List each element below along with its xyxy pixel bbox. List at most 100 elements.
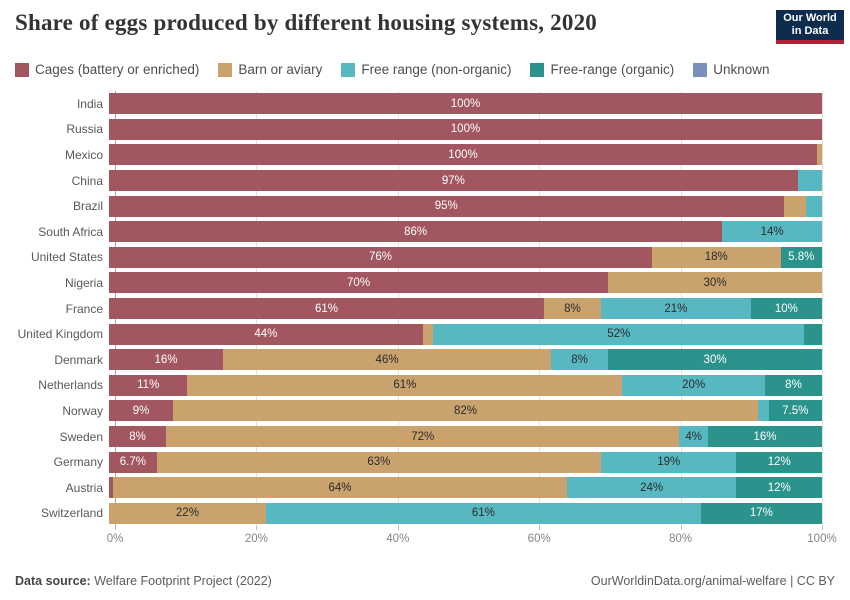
stacked-bar: 86% 14%: [109, 221, 822, 243]
bar-segment-cages[interactable]: 16%: [109, 349, 224, 371]
stacked-bar: 11% 61% 20% 8%: [109, 374, 823, 396]
bar-segment-cages[interactable]: 44%: [109, 323, 423, 345]
bar-segment-barn[interactable]: 64%: [113, 477, 567, 499]
bar-segment-organic[interactable]: 10%: [750, 298, 823, 320]
stacked-bar: 61% 8% 21% 10%: [109, 298, 823, 320]
legend-item-free_range[interactable]: Free range (non-organic): [341, 62, 511, 77]
data-source-label: Data source:: [15, 574, 91, 588]
bar-segment-free_range[interactable]: 8%: [551, 349, 609, 371]
bar-row: China 97%: [15, 168, 822, 194]
bar-rows: India 100% Russia 100% Mexico 100% China 97% Bra…: [15, 91, 823, 526]
bar-segment-organic[interactable]: 7.5%: [768, 400, 822, 422]
bar-segment-organic[interactable]: 17%: [700, 502, 822, 524]
owid-logo[interactable]: Our World in Data: [776, 10, 844, 44]
country-label: India: [76, 96, 103, 111]
legend-swatch-free_range: [341, 62, 356, 77]
bar-segment-cages[interactable]: 76%: [109, 246, 652, 268]
stacked-bar: 6.7% 63% 19% 12%: [109, 451, 822, 473]
bar-segment-organic[interactable]: 12%: [736, 451, 822, 473]
stacked-bar: 22% 61% 17%: [109, 502, 822, 524]
legend-item-organic[interactable]: Free-range (organic): [530, 62, 674, 77]
bar-row: Russia 100%: [15, 117, 822, 143]
bar-segment-barn[interactable]: 22%: [109, 502, 266, 524]
bar-row: South Africa 86% 14%: [15, 219, 822, 245]
bar-row: Brazil 95%: [15, 193, 822, 219]
bar-segment-cages[interactable]: 100%: [109, 118, 822, 140]
owid-logo-line2: in Data: [791, 25, 829, 37]
bar-segment-cages[interactable]: 100%: [109, 93, 822, 115]
x-tick-label: 40%: [386, 533, 410, 546]
bar-segment-free_range[interactable]: 21%: [600, 298, 751, 320]
stacked-bar: 9% 82% 7.5%: [109, 400, 822, 422]
bar-segment-cages[interactable]: 70%: [109, 272, 609, 294]
bar-segment-organic[interactable]: 12%: [736, 477, 822, 499]
bar-segment-barn[interactable]: 63%: [156, 451, 601, 473]
bar-segment-free_range[interactable]: 19%: [600, 451, 737, 473]
bar-segment-free_range[interactable]: [797, 170, 822, 192]
bar-segment-cages[interactable]: 97%: [109, 170, 798, 192]
country-label: Sweden: [59, 429, 103, 444]
legend-item-unknown[interactable]: Unknown: [693, 62, 770, 77]
country-label: Netherlands: [38, 378, 103, 393]
x-axis: 0% 20% 40% 60% 80% 100%: [107, 526, 837, 552]
bar-segment-cages[interactable]: 100%: [109, 144, 818, 166]
bar-segment-cages[interactable]: 95%: [109, 195, 784, 217]
bar-row: Sweden 8% 72% 4% 16%: [15, 424, 822, 450]
stacked-bar: 97%: [109, 170, 822, 192]
bar-segment-cages[interactable]: 61%: [109, 298, 544, 320]
country-label: South Africa: [38, 224, 103, 239]
bar-segment-barn[interactable]: 72%: [166, 426, 680, 448]
credit-link[interactable]: OurWorldinData.org/animal-welfare | CC B…: [590, 574, 835, 588]
bar-segment-organic[interactable]: 5.8%: [780, 246, 822, 268]
bar-segment-cages[interactable]: 8%: [109, 426, 167, 448]
country-label: Switzerland: [40, 506, 103, 521]
bar-segment-cages[interactable]: [109, 477, 114, 499]
bar-segment-barn[interactable]: [783, 195, 807, 217]
bar-segment-free_range[interactable]: 61%: [265, 502, 701, 524]
bar-segment-barn[interactable]: 61%: [187, 374, 623, 396]
x-tick: [680, 526, 682, 531]
country-label: United States: [30, 250, 103, 265]
stacked-bar: 76% 18% 5.8%: [109, 246, 822, 268]
x-tick: [539, 526, 541, 531]
country-label: China: [71, 173, 103, 188]
bar-segment-barn[interactable]: 82%: [173, 400, 758, 422]
footer: Data source: Welfare Footprint Project (…: [15, 574, 835, 588]
bar-segment-free_range[interactable]: 20%: [622, 374, 765, 396]
bar-segment-free_range[interactable]: [757, 400, 769, 422]
bar-segment-cages[interactable]: 6.7%: [109, 451, 157, 473]
bar-segment-barn[interactable]: 30%: [608, 272, 822, 294]
bar-segment-free_range[interactable]: 24%: [566, 477, 737, 499]
stacked-bar: 100%: [109, 93, 822, 115]
legend-item-cages[interactable]: Cages (battery or enriched): [15, 62, 199, 77]
bar-segment-cages[interactable]: 86%: [109, 221, 723, 243]
legend-label: Barn or aviary: [238, 62, 323, 77]
gridline-100: [822, 91, 823, 527]
bar-segment-cages[interactable]: 11%: [109, 374, 188, 396]
bar-segment-organic[interactable]: 16%: [707, 426, 822, 448]
country-label: Austria: [65, 480, 103, 495]
bar-segment-cages[interactable]: 9%: [109, 400, 174, 422]
bar-segment-free_range[interactable]: [806, 195, 822, 217]
bar-segment-barn[interactable]: 18%: [651, 246, 781, 268]
bar-segment-organic[interactable]: 8%: [764, 374, 823, 396]
stacked-bar: 70% 30%: [109, 272, 822, 294]
stacked-bar: 100%: [109, 144, 822, 166]
bar-row: United Kingdom 44% 52%: [15, 321, 822, 347]
bar-segment-barn[interactable]: [817, 144, 822, 166]
bar-row: United States 76% 18% 5.8%: [15, 245, 822, 271]
country-label: Brazil: [72, 199, 103, 214]
bar-segment-barn[interactable]: [422, 323, 434, 345]
chart-title: Share of eggs produced by different hous…: [15, 10, 597, 35]
bar-segment-free_range[interactable]: 52%: [433, 323, 805, 345]
stacked-bar: 16% 46% 8% 30%: [109, 349, 823, 371]
bar-segment-organic[interactable]: 30%: [608, 349, 823, 371]
bar-segment-free_range[interactable]: 14%: [722, 221, 822, 243]
legend-item-barn[interactable]: Barn or aviary: [218, 62, 322, 77]
bar-segment-barn[interactable]: 46%: [223, 349, 552, 371]
legend-swatch-cages: [15, 62, 29, 77]
bar-segment-free_range[interactable]: 4%: [679, 426, 708, 448]
x-tick: [256, 526, 258, 531]
bar-segment-organic[interactable]: [804, 323, 822, 345]
bar-segment-barn[interactable]: 8%: [543, 298, 601, 320]
